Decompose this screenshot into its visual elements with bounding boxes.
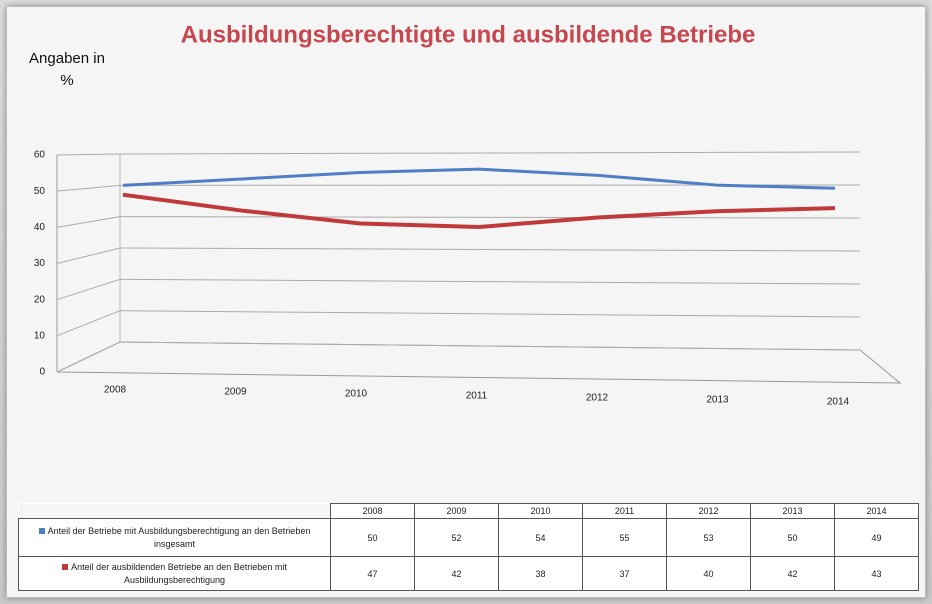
legend-swatch [62,563,69,570]
legend-label: Anteil der Betriebe mit Ausbildungsberec… [47,525,311,549]
legend-label: Anteil der ausbildenden Betriebe an den … [71,561,287,585]
table-cell: 49 [834,518,919,557]
table-cell: 2011 [582,503,667,519]
grid-line [119,151,861,155]
table-cell: 50 [330,518,415,557]
table-cell: 43 [834,556,919,591]
grid-line [56,184,121,192]
series-line [122,167,836,190]
y-tick-label: 20 [34,294,46,305]
legend-swatch [38,527,45,534]
table-row: Anteil der Betriebe mit Ausbildungsberec… [18,518,919,557]
grid-line [56,216,121,228]
grid-line [56,310,121,337]
x-tick-label: 2009 [224,387,247,398]
table-cell: 2008 [330,503,415,519]
grid-line [119,247,861,252]
y-tick-label: 10 [34,330,46,341]
y-tick-label: 30 [34,258,46,269]
grid-line [56,341,121,373]
table-cell: 42 [750,556,835,591]
y-tick-label: 60 [34,150,46,161]
x-tick-label: 2013 [706,395,729,406]
x-tick-label: 2008 [104,385,127,396]
table-cell: Anteil der Betriebe mit Ausbildungsberec… [18,518,331,557]
table-cell: 50 [750,518,835,557]
table-cell: 2009 [414,503,499,519]
grid-line [119,310,861,318]
table-cell: 2014 [834,503,919,519]
y-tick-label: 40 [34,222,46,233]
table-row: 2008 2009 2010 2011 2012 2013 2014 [18,503,919,519]
table-row: Anteil der ausbildenden Betriebe an den … [18,556,919,591]
data-table: 2008 2009 2010 2011 2012 2013 2014 Anteil der B… [18,503,919,591]
table-cell: 47 [330,556,415,591]
table-cell: 53 [666,518,751,557]
table-cell: 38 [498,556,583,591]
table-cell: 2010 [498,503,583,519]
grid-line [56,153,121,156]
x-tick-label: 2014 [827,397,850,408]
x-tick-label: 2012 [586,393,609,404]
y-axis-label: Angaben in % [29,50,105,89]
grid-line [56,278,121,301]
table-cell: 42 [414,556,499,591]
table-cell: 37 [582,556,667,591]
table-cell: 2012 [666,503,751,519]
table-cell: 54 [498,518,583,557]
table-cell: Anteil der ausbildenden Betriebe an den … [18,556,331,591]
chart-title: Ausbildungsberechtigte und ausbildende B… [181,21,756,48]
floor [56,341,902,384]
grid-line [119,278,861,285]
table-cell: 2013 [750,503,835,519]
panel [6,6,926,598]
x-tick-label: 2010 [345,389,368,400]
table-cell [18,503,331,519]
series-line [122,192,836,229]
grid-line [119,341,861,351]
x-tick-label: 2011 [466,391,488,402]
grid-line [119,216,861,219]
table-cell: 40 [666,556,751,591]
grid-line [56,247,121,264]
y-tick-label: 0 [39,367,45,378]
y-tick-label: 50 [34,186,46,197]
table-cell: 55 [582,518,667,557]
table-cell: 52 [414,518,499,557]
